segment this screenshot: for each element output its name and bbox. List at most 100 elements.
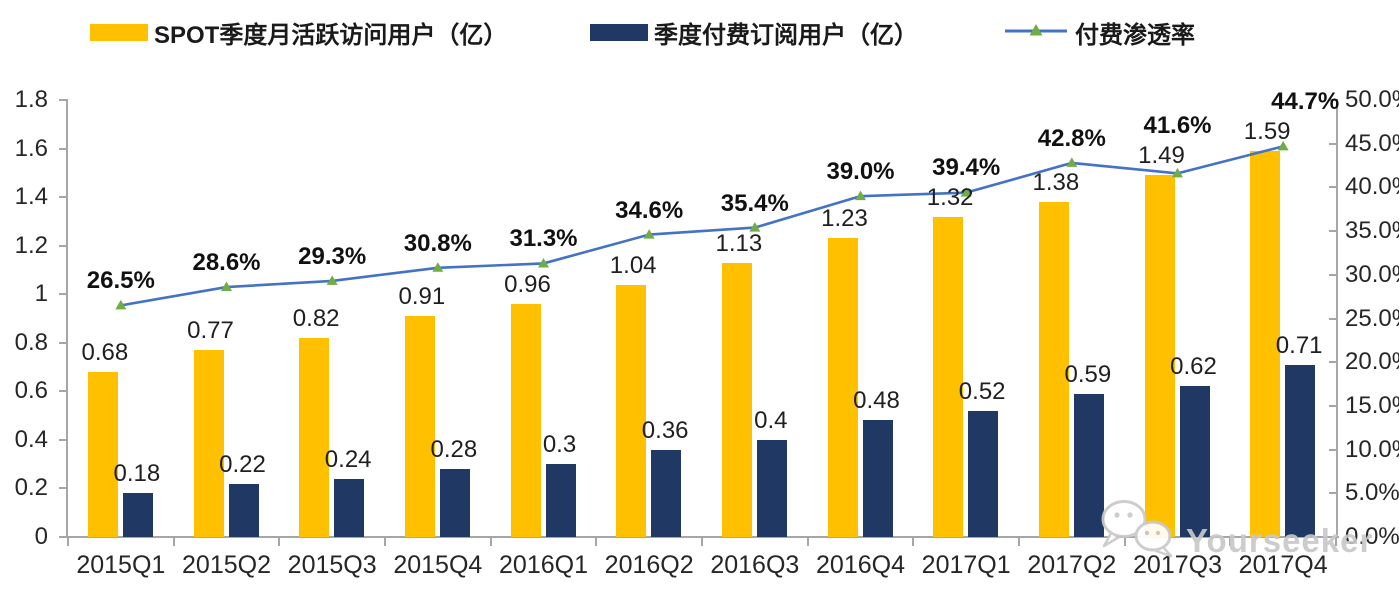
left-axis-tick-label: 0.8	[14, 328, 48, 356]
subscribers-value-label: 0.18	[113, 460, 161, 488]
legend-label-penetration: 付费渗透率	[1075, 21, 1195, 49]
penetration-pct-label: 44.7%	[1271, 87, 1340, 115]
bar-subscribers	[756, 439, 787, 537]
left-axis-tick-label: 0	[34, 523, 48, 550]
right-axis-tick-label: 45.0%	[1345, 129, 1399, 157]
wechat-icon	[1101, 500, 1173, 558]
penetration-pct-label: 35.4%	[720, 189, 789, 217]
left-axis-tick	[59, 438, 66, 441]
mau-value-label: 0.68	[81, 338, 129, 366]
mau-value-label: 0.82	[292, 304, 340, 332]
right-axis-tick	[1329, 492, 1336, 495]
right-axis-tick-label: 15.0%	[1345, 391, 1399, 419]
penetration-pct-label: 39.0%	[826, 158, 895, 186]
right-axis-tick-label: 20.0%	[1345, 348, 1399, 376]
bar-mau	[404, 316, 435, 537]
x-axis-tick	[1335, 538, 1337, 546]
penetration-pct-label: 29.3%	[298, 242, 367, 270]
right-axis-tick-label: 0.0%	[1345, 523, 1399, 550]
left-axis-tick-label: 1	[34, 280, 48, 308]
right-axis-tick-label: 50.0%	[1345, 86, 1399, 113]
legend-label-mau: SPOT季度月活跃访问用户（亿）	[154, 21, 508, 49]
right-axis-tick-label: 35.0%	[1345, 217, 1399, 245]
left-axis-tick-label: 0.4	[14, 425, 48, 453]
x-tick-label: 2016Q4	[816, 551, 905, 579]
x-axis-tick	[384, 538, 386, 546]
legend-item-penetration: 付费渗透率	[1005, 20, 1195, 49]
x-tick-label: 2015Q3	[287, 551, 377, 579]
x-tick-label: 2017Q2	[1027, 551, 1117, 579]
right-axis-tick-label: 10.0%	[1345, 435, 1399, 463]
x-tick-label: 2017Q4	[1238, 551, 1328, 579]
left-axis-tick	[59, 293, 66, 296]
right-axis-tick-label: 5.0%	[1345, 479, 1399, 507]
x-tick-label: 2017Q3	[1133, 551, 1222, 579]
right-axis-tick	[1329, 404, 1336, 407]
bar-subscribers	[228, 483, 259, 537]
x-tick-label: 2016Q2	[604, 551, 694, 579]
line-marker	[855, 190, 866, 201]
x-tick-label: 2015Q2	[182, 551, 271, 579]
mau-value-label: 0.96	[504, 270, 551, 298]
line-marker	[115, 299, 127, 310]
subscribers-value-label: 0.4	[754, 406, 788, 434]
mau-value-label: 1.32	[926, 183, 974, 211]
left-axis-tick-label: 0.2	[14, 474, 48, 502]
subscribers-value-label: 0.71	[1275, 331, 1323, 359]
left-axis-tick-label: 1.4	[14, 183, 48, 211]
right-axis-tick	[1329, 536, 1336, 538]
bar-subscribers	[1179, 386, 1210, 537]
subscribers-swatch	[590, 23, 648, 41]
bar-subscribers	[545, 464, 576, 537]
x-axis-tick	[595, 538, 598, 546]
bar-mau	[299, 337, 330, 537]
left-axis-tick	[59, 244, 66, 247]
y-axis-left	[66, 99, 68, 538]
line-marker	[326, 275, 338, 285]
line-marker	[1172, 167, 1183, 178]
penetration-pct-label: 30.8%	[403, 229, 472, 257]
subscribers-value-label: 0.62	[1170, 353, 1217, 381]
mau-value-label: 0.91	[398, 283, 446, 311]
line-marker-icon	[1005, 23, 1067, 35]
bar-mau	[616, 284, 647, 537]
line-marker	[432, 262, 444, 272]
x-tick-label: 2015Q1	[76, 551, 166, 579]
legend-label-subscribers: 季度付费订阅用户（亿）	[654, 21, 918, 49]
x-axis-tick	[489, 538, 492, 546]
line-marker	[960, 187, 972, 197]
penetration-pct-label: 34.6%	[615, 196, 684, 224]
subscribers-value-label: 0.3	[542, 431, 577, 459]
subscribers-value-label: 0.22	[219, 450, 266, 478]
x-axis	[65, 536, 1339, 538]
legend-item-subscribers: 季度付费订阅用户（亿）	[590, 20, 918, 49]
line-marker	[1066, 157, 1078, 167]
left-axis-tick-label: 1.2	[14, 231, 48, 259]
bar-mau	[1038, 201, 1069, 537]
penetration-pct-label: 28.6%	[192, 249, 261, 277]
subscribers-value-label: 0.28	[430, 436, 478, 464]
mau-value-label: 1.59	[1243, 117, 1291, 145]
watermark: Yourseeker	[1100, 496, 1373, 560]
x-axis-tick	[172, 538, 175, 546]
mau-value-label: 1.13	[715, 229, 763, 257]
y-axis-right	[1336, 99, 1338, 538]
line-marker	[221, 281, 232, 292]
x-axis-tick	[806, 538, 809, 546]
right-axis-tick-label: 25.0%	[1345, 304, 1399, 332]
mau-value-label: 1.23	[821, 205, 868, 233]
right-axis-tick	[1329, 186, 1336, 189]
left-axis-tick	[59, 390, 66, 393]
penetration-line-swatch	[1005, 21, 1067, 44]
right-axis-tick-label: 30.0%	[1345, 260, 1399, 288]
bar-subscribers	[334, 478, 365, 537]
x-tick-label: 2016Q1	[499, 551, 588, 579]
legend-item-mau: SPOT季度月活跃访问用户（亿）	[90, 20, 507, 49]
bar-mau	[87, 371, 118, 537]
left-axis-tick-label: 0.6	[14, 377, 48, 405]
bar-mau	[1250, 150, 1281, 537]
penetration-pct-label: 42.8%	[1037, 124, 1106, 152]
x-tick-label: 2017Q1	[921, 551, 1011, 579]
x-axis-tick	[1229, 538, 1232, 546]
